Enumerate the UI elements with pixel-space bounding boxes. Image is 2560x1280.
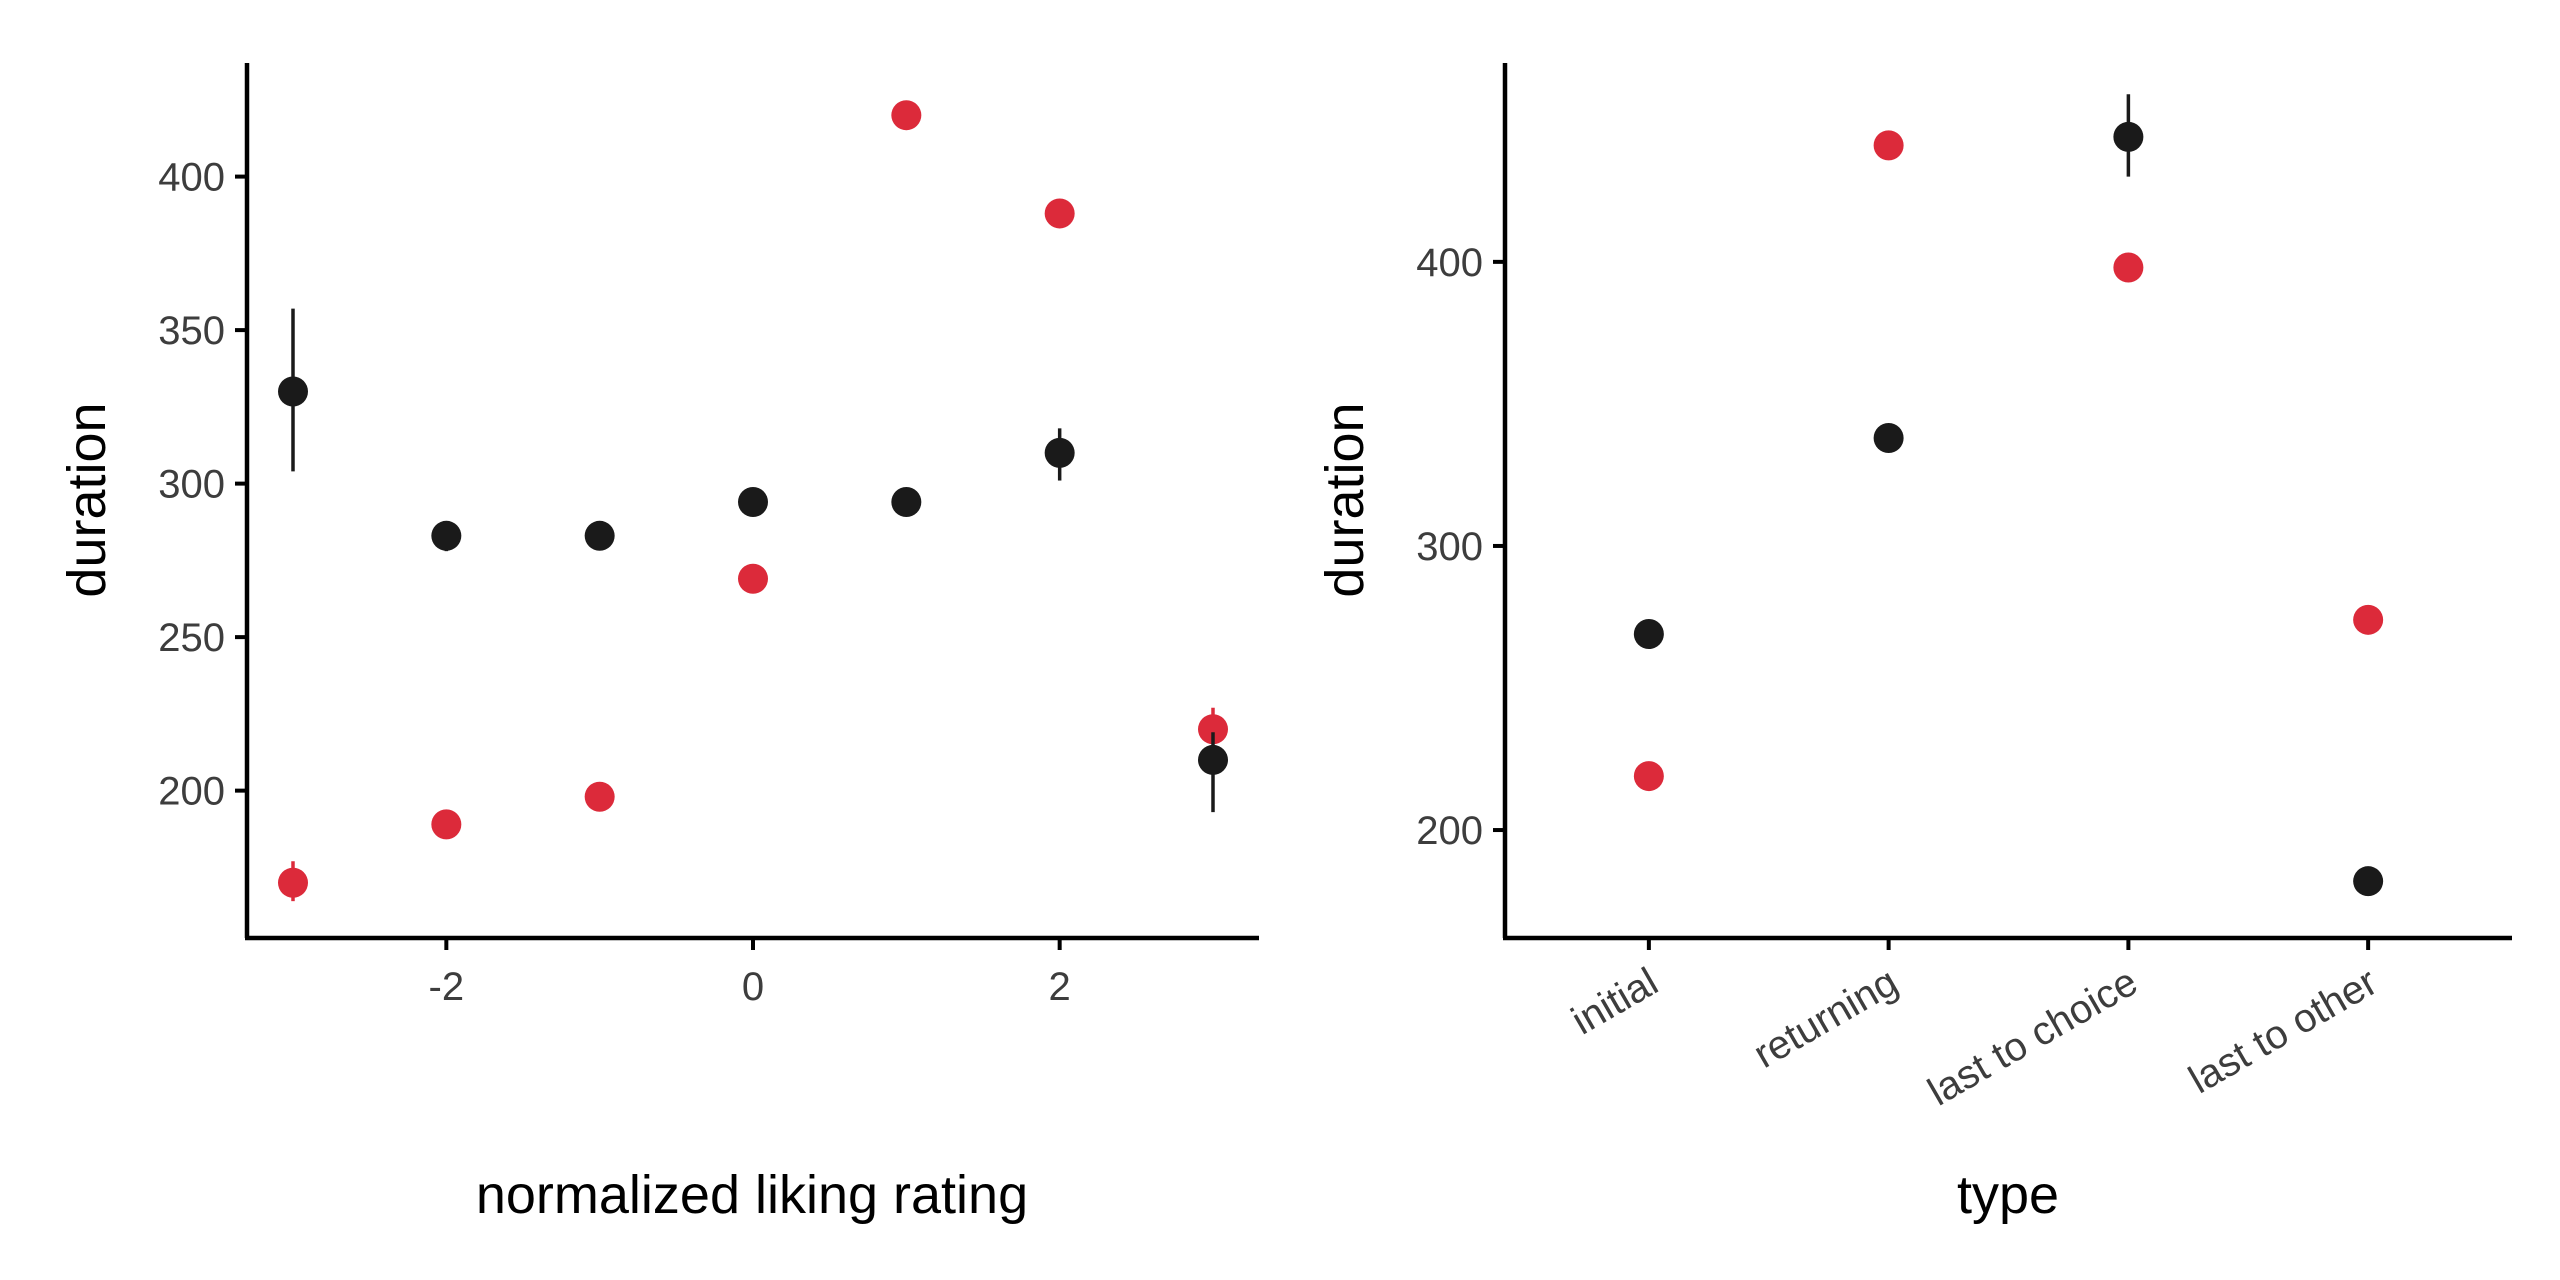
- right-red-point: [2353, 604, 2384, 635]
- right-red-point: [1633, 761, 1664, 792]
- right-x-axis-title: type: [1957, 1165, 2059, 1225]
- left-y-tick-label: 200: [158, 770, 225, 814]
- left-x-tick-label: 2: [1049, 965, 1071, 1009]
- right-black-point: [2353, 866, 2384, 897]
- left-red-point: [891, 100, 922, 131]
- left-red-point: [584, 781, 615, 812]
- left-red-point: [1044, 198, 1075, 229]
- left-red-point: [738, 563, 768, 594]
- left-black-point: [1044, 437, 1075, 468]
- left-x-tick-label: -2: [429, 965, 465, 1009]
- right-plot-marks: [1633, 94, 2384, 897]
- right-black-point: [1633, 619, 1664, 650]
- left-red-point: [278, 867, 308, 898]
- right-red-point: [2113, 252, 2144, 283]
- right-y-axis-title: duration: [1315, 402, 1375, 597]
- right-black-point: [2113, 121, 2144, 152]
- left-black-point: [891, 487, 922, 518]
- left-y-tick-label: 250: [158, 616, 225, 660]
- left-y-tick-label: 350: [158, 309, 225, 353]
- right-y-tick-label: 200: [1416, 809, 1483, 853]
- right-x-tick-label: returning: [1746, 960, 1905, 1077]
- right-y-tick-label: 300: [1416, 525, 1483, 569]
- right-y-tick-label: 400: [1416, 241, 1483, 285]
- right-x-tick-label: last to choice: [1921, 960, 2145, 1115]
- left-axis-ticks: 200 250 300 350 400 -2 0 2: [158, 156, 1071, 1009]
- left-black-point: [738, 487, 768, 518]
- left-black-point: [278, 376, 308, 407]
- right-x-tick-label: initial: [1564, 960, 1665, 1044]
- left-y-axis-title: duration: [57, 402, 117, 597]
- right-axis-ticks: 200 300 400 initial returning last to choice l…: [1416, 241, 2384, 1115]
- left-panel: 200 250 300 350 400 -2 0 2 normalized liking ra…: [57, 63, 1259, 1225]
- left-plot-marks: [278, 100, 1228, 902]
- left-black-point: [1198, 744, 1228, 775]
- left-y-tick-label: 400: [158, 156, 225, 200]
- right-black-point: [1873, 423, 1904, 453]
- left-x-tick-label: 0: [742, 965, 764, 1009]
- left-x-axis-title: normalized liking rating: [476, 1165, 1028, 1225]
- right-red-point: [1873, 130, 1904, 161]
- left-black-point: [431, 520, 462, 551]
- left-red-point: [431, 809, 462, 840]
- left-y-tick-label: 300: [158, 463, 225, 507]
- left-red-point: [1198, 714, 1228, 745]
- right-panel: 200 300 400 initial returning last to choice l…: [1315, 63, 2512, 1225]
- right-x-tick-label: last to other: [2182, 960, 2385, 1103]
- left-black-point: [584, 520, 615, 551]
